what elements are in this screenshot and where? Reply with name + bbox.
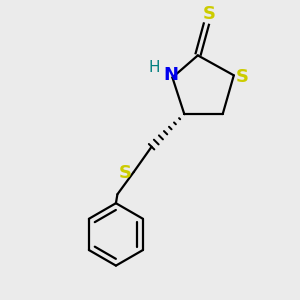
Text: H: H — [148, 60, 160, 75]
Text: S: S — [203, 5, 216, 23]
Text: S: S — [236, 68, 249, 86]
Text: S: S — [119, 164, 132, 182]
Text: N: N — [164, 65, 178, 83]
